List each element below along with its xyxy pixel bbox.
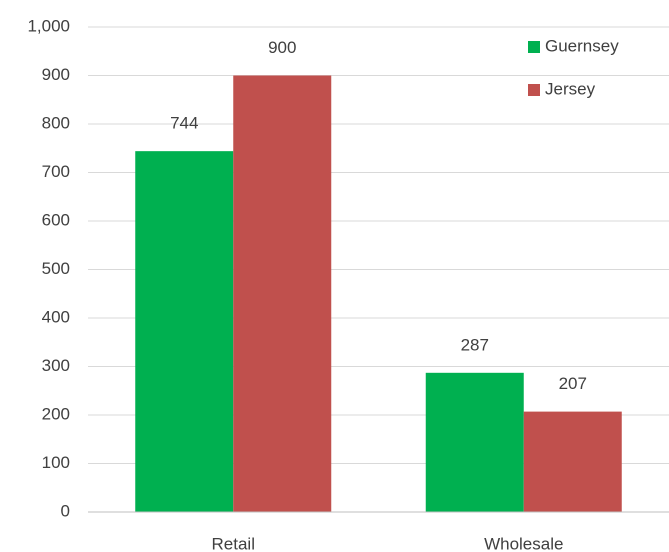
legend-swatch [528,84,540,96]
bar [233,75,332,512]
bar [523,411,622,512]
y-tick-label: 800 [42,113,70,132]
y-tick-label: 400 [42,307,70,326]
x-tick-label: Retail [212,534,255,552]
y-tick-label: 600 [42,210,70,229]
x-tick-label: Wholesale [484,534,563,552]
bar [425,372,524,512]
y-tick-label: 200 [42,404,70,423]
y-tick-label: 300 [42,356,70,375]
data-label: 744 [170,114,198,133]
legend-label: Guernsey [545,36,619,55]
y-tick-label: 700 [42,162,70,181]
y-tick-label: 0 [61,501,70,520]
bar [135,151,234,512]
y-tick-label: 900 [42,65,70,84]
data-label: 207 [559,374,587,393]
data-label: 900 [268,38,296,57]
data-label: 287 [461,335,489,354]
y-tick-label: 500 [42,259,70,278]
legend-label: Jersey [545,79,596,98]
legend-swatch [528,41,540,53]
y-tick-label: 1,000 [27,16,70,35]
y-tick-label: 100 [42,453,70,472]
